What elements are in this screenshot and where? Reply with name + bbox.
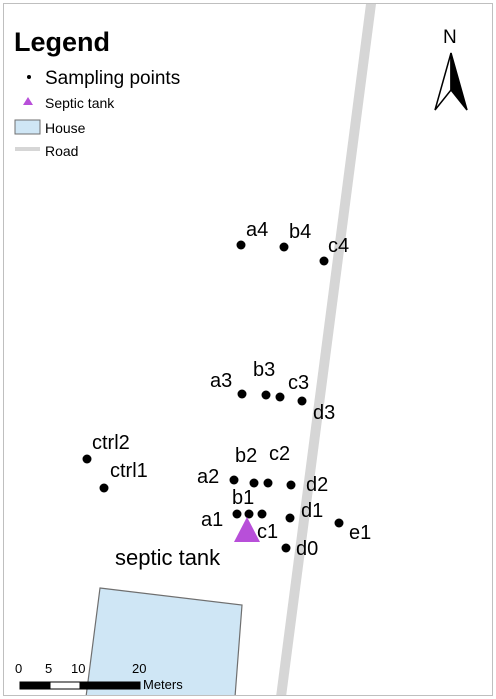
point-b3 bbox=[261, 390, 271, 400]
road bbox=[276, 4, 376, 695]
label-a2: a2 bbox=[197, 466, 219, 488]
scale-bar: 0 5 10 20 Meters bbox=[15, 661, 183, 692]
label-d3: d3 bbox=[313, 402, 335, 424]
point-d0 bbox=[281, 543, 291, 553]
label-c4: c4 bbox=[328, 235, 349, 257]
map-frame: Legend Sampling points Septic tank House… bbox=[3, 3, 493, 696]
label-ctrl2: ctrl2 bbox=[92, 432, 130, 454]
label-b3: b3 bbox=[253, 359, 275, 381]
label-d2: d2 bbox=[306, 474, 328, 496]
scale-unit: Meters bbox=[143, 677, 183, 692]
north-arrow-right-half bbox=[450, 52, 468, 111]
scale-segment-3 bbox=[79, 681, 141, 690]
legend-house-label: House bbox=[45, 120, 86, 136]
label-c3: c3 bbox=[288, 372, 309, 394]
legend-septic-tank-label: Septic tank bbox=[45, 95, 115, 111]
label-a4: a4 bbox=[246, 219, 268, 241]
point-a2 bbox=[229, 475, 239, 485]
point-a3 bbox=[237, 389, 247, 399]
point-e1 bbox=[334, 518, 344, 528]
label-a3: a3 bbox=[210, 370, 232, 392]
scale-segment-2 bbox=[49, 681, 81, 690]
point-b4 bbox=[279, 242, 289, 252]
label-c1: c1 bbox=[257, 521, 278, 543]
legend-sampling-points-label: Sampling points bbox=[45, 68, 180, 89]
legend-title: Legend bbox=[14, 27, 110, 57]
septic-tank-label: septic tank bbox=[115, 545, 221, 570]
point-ctrl1 bbox=[99, 483, 109, 493]
house bbox=[85, 587, 243, 695]
scale-segment-1 bbox=[19, 681, 51, 690]
label-ctrl1: ctrl1 bbox=[110, 460, 148, 482]
north-label: N bbox=[443, 27, 457, 48]
point-labels: a4 b4 c4 a3 b3 c3 d3 ctrl2 ctrl1 b2 c2 a… bbox=[92, 219, 371, 560]
point-c3 bbox=[275, 392, 285, 402]
label-b2: b2 bbox=[235, 445, 257, 467]
point-d3 bbox=[297, 396, 307, 406]
north-arrow-left-half bbox=[434, 52, 452, 111]
label-c2: c2 bbox=[269, 443, 290, 465]
scale-tick-5: 5 bbox=[45, 661, 52, 676]
legend-road-symbol bbox=[15, 147, 40, 151]
point-b2 bbox=[249, 478, 259, 488]
legend-house-symbol bbox=[14, 119, 41, 135]
septic-tank-symbol bbox=[234, 517, 260, 542]
north-arrow: N bbox=[434, 27, 468, 111]
point-d2 bbox=[286, 480, 296, 490]
label-a1: a1 bbox=[201, 509, 223, 531]
point-c1 bbox=[257, 509, 267, 519]
point-a1 bbox=[232, 509, 242, 519]
point-a4 bbox=[236, 240, 246, 250]
sampling-points bbox=[82, 240, 344, 553]
scale-tick-10: 10 bbox=[71, 661, 85, 676]
label-d0: d0 bbox=[296, 538, 318, 560]
legend-sampling-points-symbol bbox=[27, 75, 31, 79]
legend: Legend Sampling points Septic tank House… bbox=[14, 27, 180, 159]
scale-tick-20: 20 bbox=[132, 661, 146, 676]
label-b4: b4 bbox=[289, 221, 311, 243]
point-d1 bbox=[285, 513, 295, 523]
legend-septic-tank-symbol bbox=[23, 97, 33, 105]
scale-tick-0: 0 bbox=[15, 661, 22, 676]
point-b1 bbox=[244, 509, 254, 519]
label-b1: b1 bbox=[232, 487, 254, 509]
point-ctrl2 bbox=[82, 454, 92, 464]
label-d1: d1 bbox=[301, 500, 323, 522]
map-canvas: Legend Sampling points Septic tank House… bbox=[14, 4, 468, 695]
label-e1: e1 bbox=[349, 522, 371, 544]
point-c2 bbox=[263, 478, 273, 488]
legend-road-label: Road bbox=[45, 143, 78, 159]
point-c4 bbox=[319, 256, 329, 266]
